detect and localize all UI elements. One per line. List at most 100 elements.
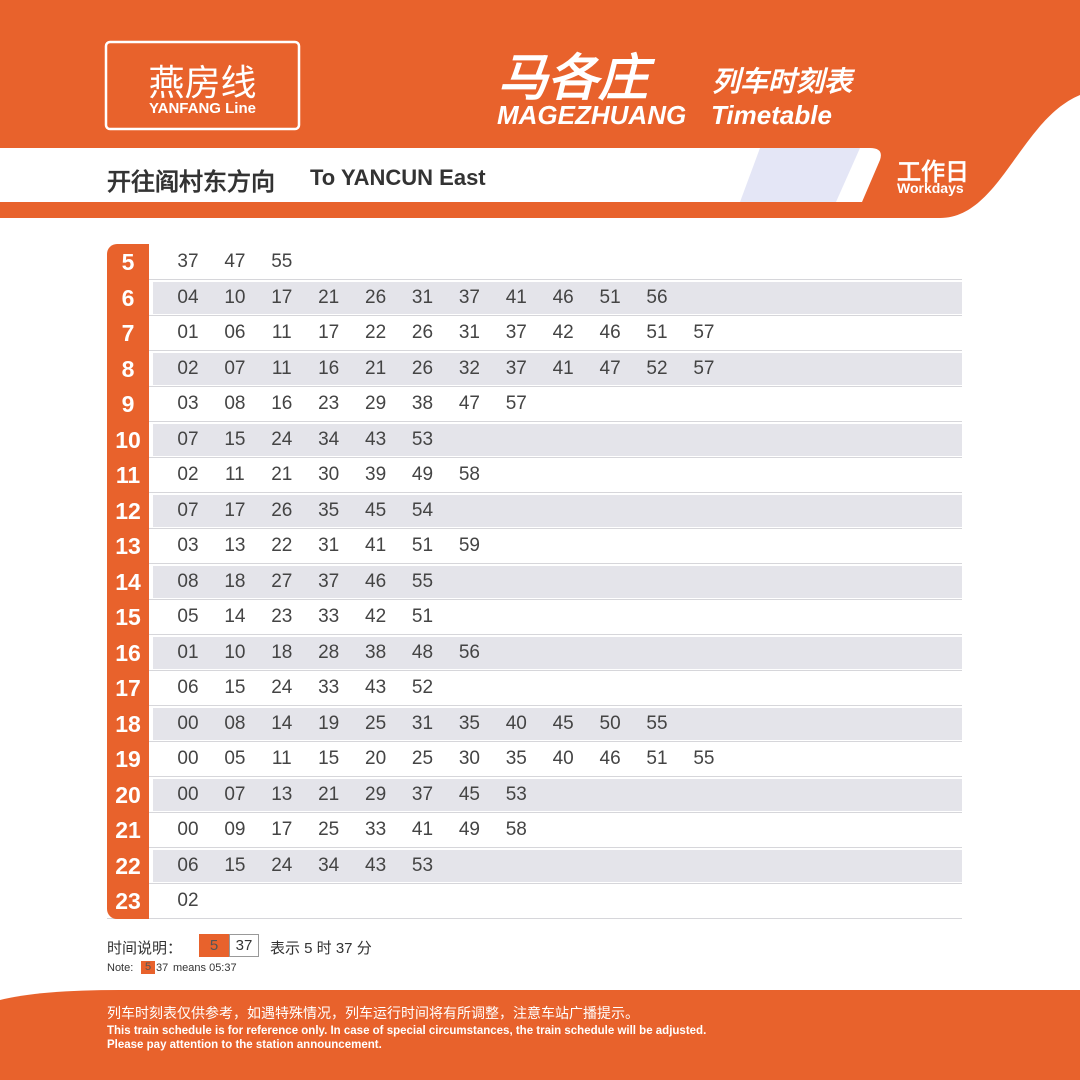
minute-cell: 48 bbox=[411, 641, 434, 663]
minute-cell: 09 bbox=[224, 819, 246, 840]
minute-cell: 46 bbox=[599, 748, 621, 769]
minute-cell: 29 bbox=[365, 393, 387, 414]
minute-cell: 06 bbox=[224, 322, 246, 343]
minute-cell: 02 bbox=[177, 357, 199, 379]
minute-cell: 05 bbox=[177, 606, 199, 627]
hour-cell: 14 bbox=[107, 563, 149, 600]
minute-cell: 43 bbox=[365, 854, 387, 876]
minute-cell: 30 bbox=[458, 748, 480, 769]
minute-cell: 51 bbox=[599, 286, 621, 308]
minute-cell: 55 bbox=[693, 748, 715, 769]
timetable-title-en: Timetable bbox=[711, 100, 832, 130]
minute-cell: 00 bbox=[177, 748, 199, 769]
minute-cell: 51 bbox=[646, 322, 668, 343]
minute-cell: 06 bbox=[177, 854, 199, 876]
minute-cell: 25 bbox=[318, 819, 340, 840]
timetable-row: 16 01 10 18 28 38 48 56 bbox=[107, 634, 962, 671]
hour-cell: 12 bbox=[107, 492, 149, 529]
timetable-row: 9 03 08 16 23 29 38 47 57 bbox=[107, 386, 962, 422]
minute-cell: 52 bbox=[411, 677, 434, 698]
hour-cell: 7 bbox=[107, 315, 149, 351]
row-shading bbox=[153, 707, 962, 740]
minute-cell: 33 bbox=[318, 606, 340, 627]
station-name-en: MAGEZHUANG bbox=[497, 100, 687, 130]
minute-cell: 13 bbox=[224, 535, 246, 556]
timetable-row: 21 00 09 17 25 33 41 49 58 bbox=[107, 812, 962, 848]
hour-cell: 17 bbox=[107, 670, 149, 706]
minute-cell: 00 bbox=[177, 712, 199, 734]
minute-cell: 13 bbox=[271, 783, 293, 805]
minute-cell: 37 bbox=[458, 286, 480, 308]
hour-cell: 5 bbox=[107, 244, 149, 280]
minute-cell: 26 bbox=[365, 286, 387, 308]
day-type-en: Workdays bbox=[897, 180, 964, 196]
minute-cell: 28 bbox=[318, 641, 340, 663]
minute-cell: 15 bbox=[224, 428, 246, 450]
minute-cell: 32 bbox=[458, 357, 480, 379]
timetable-row: 7 01 06 11 17 22 26 31 37 42 46 51 57 bbox=[107, 315, 962, 351]
minute-cell: 33 bbox=[318, 677, 340, 698]
minute-cell: 08 bbox=[224, 393, 246, 414]
minute-cell: 06 bbox=[177, 677, 199, 698]
minute-cell: 35 bbox=[505, 748, 527, 769]
minute-cell: 55 bbox=[646, 712, 668, 734]
minute-cell: 00 bbox=[177, 819, 199, 840]
minute-cell: 14 bbox=[224, 606, 246, 627]
minute-cell: 17 bbox=[318, 322, 340, 343]
minute-cell: 23 bbox=[318, 393, 340, 414]
minute-cell: 01 bbox=[177, 641, 199, 663]
timetable-title: 列车时刻表 bbox=[712, 66, 853, 97]
minute-cell: 26 bbox=[411, 322, 434, 343]
minute-cell: 37 bbox=[177, 251, 199, 272]
minute-cell: 18 bbox=[271, 641, 293, 663]
minute-cell: 41 bbox=[365, 535, 387, 556]
timetable-row: 19 00 05 11 15 20 25 30 35 40 46 51 55 bbox=[107, 741, 962, 777]
minute-cell: 42 bbox=[552, 322, 574, 343]
footer-cn: 列车时刻表仅供参考，如遇特殊情况，列车运行时间将有所调整，注意车站广播提示。 bbox=[107, 1005, 639, 1021]
minute-cell: 11 bbox=[225, 464, 245, 485]
minute-cell: 24 bbox=[271, 428, 293, 450]
minute-cell: 11 bbox=[271, 748, 292, 769]
minute-cell: 15 bbox=[224, 854, 246, 876]
minute-cell: 40 bbox=[552, 748, 574, 769]
minute-cell: 02 bbox=[177, 464, 199, 485]
hour-cell: 16 bbox=[107, 634, 149, 671]
minute-cell: 27 bbox=[271, 570, 293, 592]
minute-cell: 47 bbox=[458, 393, 480, 414]
minute-cell: 38 bbox=[365, 641, 387, 663]
minute-cell: 46 bbox=[552, 286, 574, 308]
minute-cell: 08 bbox=[177, 570, 199, 592]
hour-cell: 9 bbox=[107, 386, 149, 422]
minute-cell: 31 bbox=[458, 322, 480, 343]
timetable-row: 5 37 47 55 bbox=[107, 244, 962, 280]
line-name-en: YANFANG Line bbox=[149, 100, 256, 117]
timetable-row: 17 06 15 24 33 43 52 bbox=[107, 670, 962, 706]
note-minute: 37 bbox=[156, 962, 169, 974]
legend-label: 时间说明： bbox=[107, 940, 183, 957]
row-shading bbox=[153, 565, 962, 598]
hour-cell: 8 bbox=[107, 350, 149, 387]
minute-cell: 38 bbox=[411, 393, 434, 414]
row-shading bbox=[153, 778, 962, 811]
minute-cell: 17 bbox=[224, 499, 246, 521]
direction-en: To YANCUN East bbox=[310, 165, 486, 190]
minute-cell: 11 bbox=[271, 322, 292, 343]
hour-cell: 21 bbox=[107, 812, 149, 848]
timetable-row: 13 03 13 22 31 41 51 59 bbox=[107, 528, 962, 564]
minute-cell: 49 bbox=[458, 819, 480, 840]
minute-cell: 52 bbox=[646, 357, 668, 379]
minute-cell: 07 bbox=[177, 428, 199, 450]
minute-cell: 15 bbox=[318, 748, 340, 769]
minute-cell: 21 bbox=[271, 464, 293, 485]
direction: 开往阎村东方向 bbox=[107, 169, 275, 196]
minute-cell: 21 bbox=[318, 783, 340, 805]
minute-cell: 01 bbox=[177, 322, 199, 343]
minute-cell: 35 bbox=[458, 712, 480, 734]
hour-cell: 20 bbox=[107, 776, 149, 813]
timetable-row: 6 04 10 17 21 26 31 37 41 46 51 56 bbox=[107, 279, 962, 316]
timetable-row: 10 07 15 24 34 43 53 bbox=[107, 421, 962, 458]
minute-cell: 19 bbox=[318, 712, 340, 734]
minute-cell: 11 bbox=[271, 357, 292, 379]
minute-cell: 20 bbox=[365, 748, 387, 769]
minute-cell: 45 bbox=[552, 712, 574, 734]
